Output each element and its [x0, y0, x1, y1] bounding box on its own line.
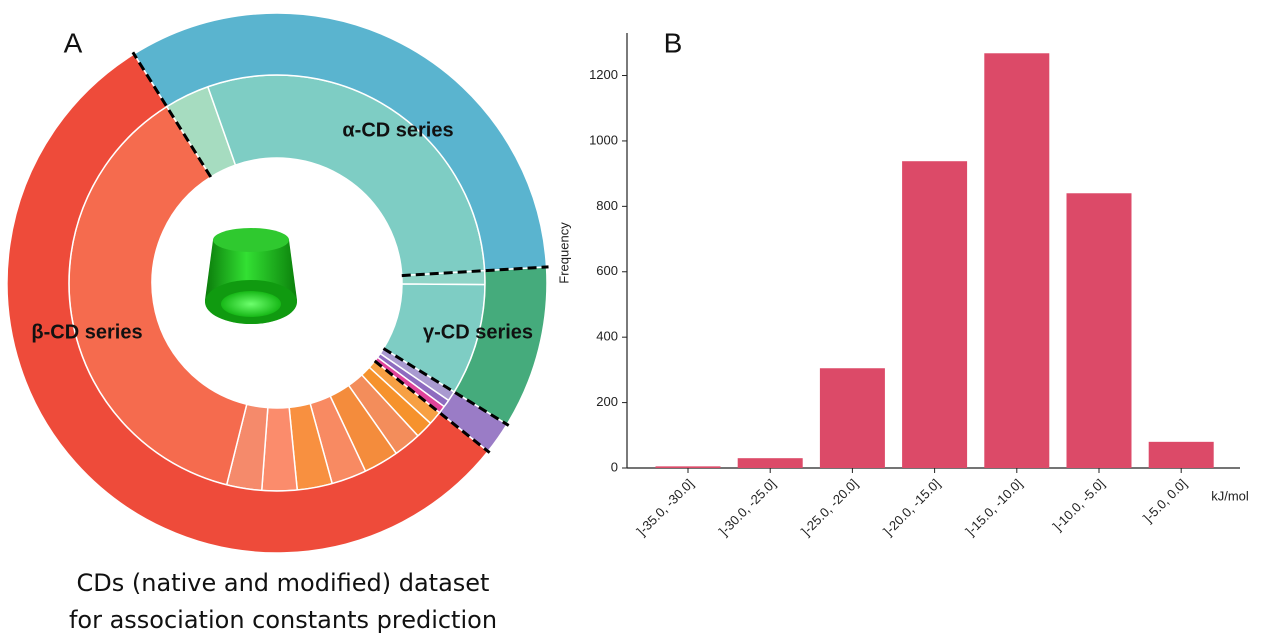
- y-tick-label: 1200: [589, 67, 618, 82]
- caption: CDs (native and modified) dataset: [77, 569, 490, 597]
- bar-chart: 0 200 400 600 800 1000 1200 ]-35.0, -30.0] ]-30.…: [589, 33, 1240, 539]
- bar: [1066, 193, 1132, 468]
- series-label: γ-CD series: [423, 321, 533, 343]
- panel-label: B: [664, 27, 683, 58]
- outer-segment: [6, 52, 490, 554]
- x-tick-label: ]-20.0, -15.0]: [880, 476, 943, 539]
- y-tick-label: 600: [596, 263, 618, 278]
- x-tick-label: ]-30.0, -25.0]: [716, 476, 779, 539]
- group-divider: [373, 359, 491, 454]
- series-label: α-CD series: [342, 119, 453, 141]
- caption: for association constants prediction: [69, 606, 497, 634]
- y-axis-title: Frequency: [556, 222, 571, 284]
- outer-segment: [132, 12, 548, 272]
- bar: [737, 458, 803, 468]
- x-tick-label: ]-15.0, -10.0]: [963, 476, 1026, 539]
- bar: [984, 53, 1050, 468]
- x-axis-title: kJ/mol: [1211, 488, 1249, 503]
- bar: [902, 161, 968, 469]
- group-divider: [382, 347, 510, 427]
- bar: [819, 368, 885, 468]
- group-divider: [401, 265, 549, 278]
- x-tick-label: ]-10.0, -5.0]: [1050, 476, 1108, 534]
- x-tick-label: ]-5.0, 0.0]: [1140, 476, 1189, 525]
- bar: [655, 466, 721, 468]
- series-label: β-CD series: [31, 321, 142, 343]
- y-tick-label: 0: [611, 459, 618, 474]
- group-divider: [131, 51, 213, 178]
- sunburst: [6, 12, 549, 554]
- x-tick-label: ]-35.0, -30.0]: [634, 476, 697, 539]
- y-tick-label: 1000: [589, 132, 618, 147]
- y-tick-label: 200: [596, 394, 618, 409]
- y-tick-label: 400: [596, 329, 618, 344]
- cyclodextrin-icon: [205, 228, 297, 324]
- bar: [1148, 441, 1214, 468]
- x-tick-label: ]-25.0, -20.0]: [798, 476, 861, 539]
- panel-label: A: [64, 27, 83, 58]
- y-tick-label: 800: [596, 198, 618, 213]
